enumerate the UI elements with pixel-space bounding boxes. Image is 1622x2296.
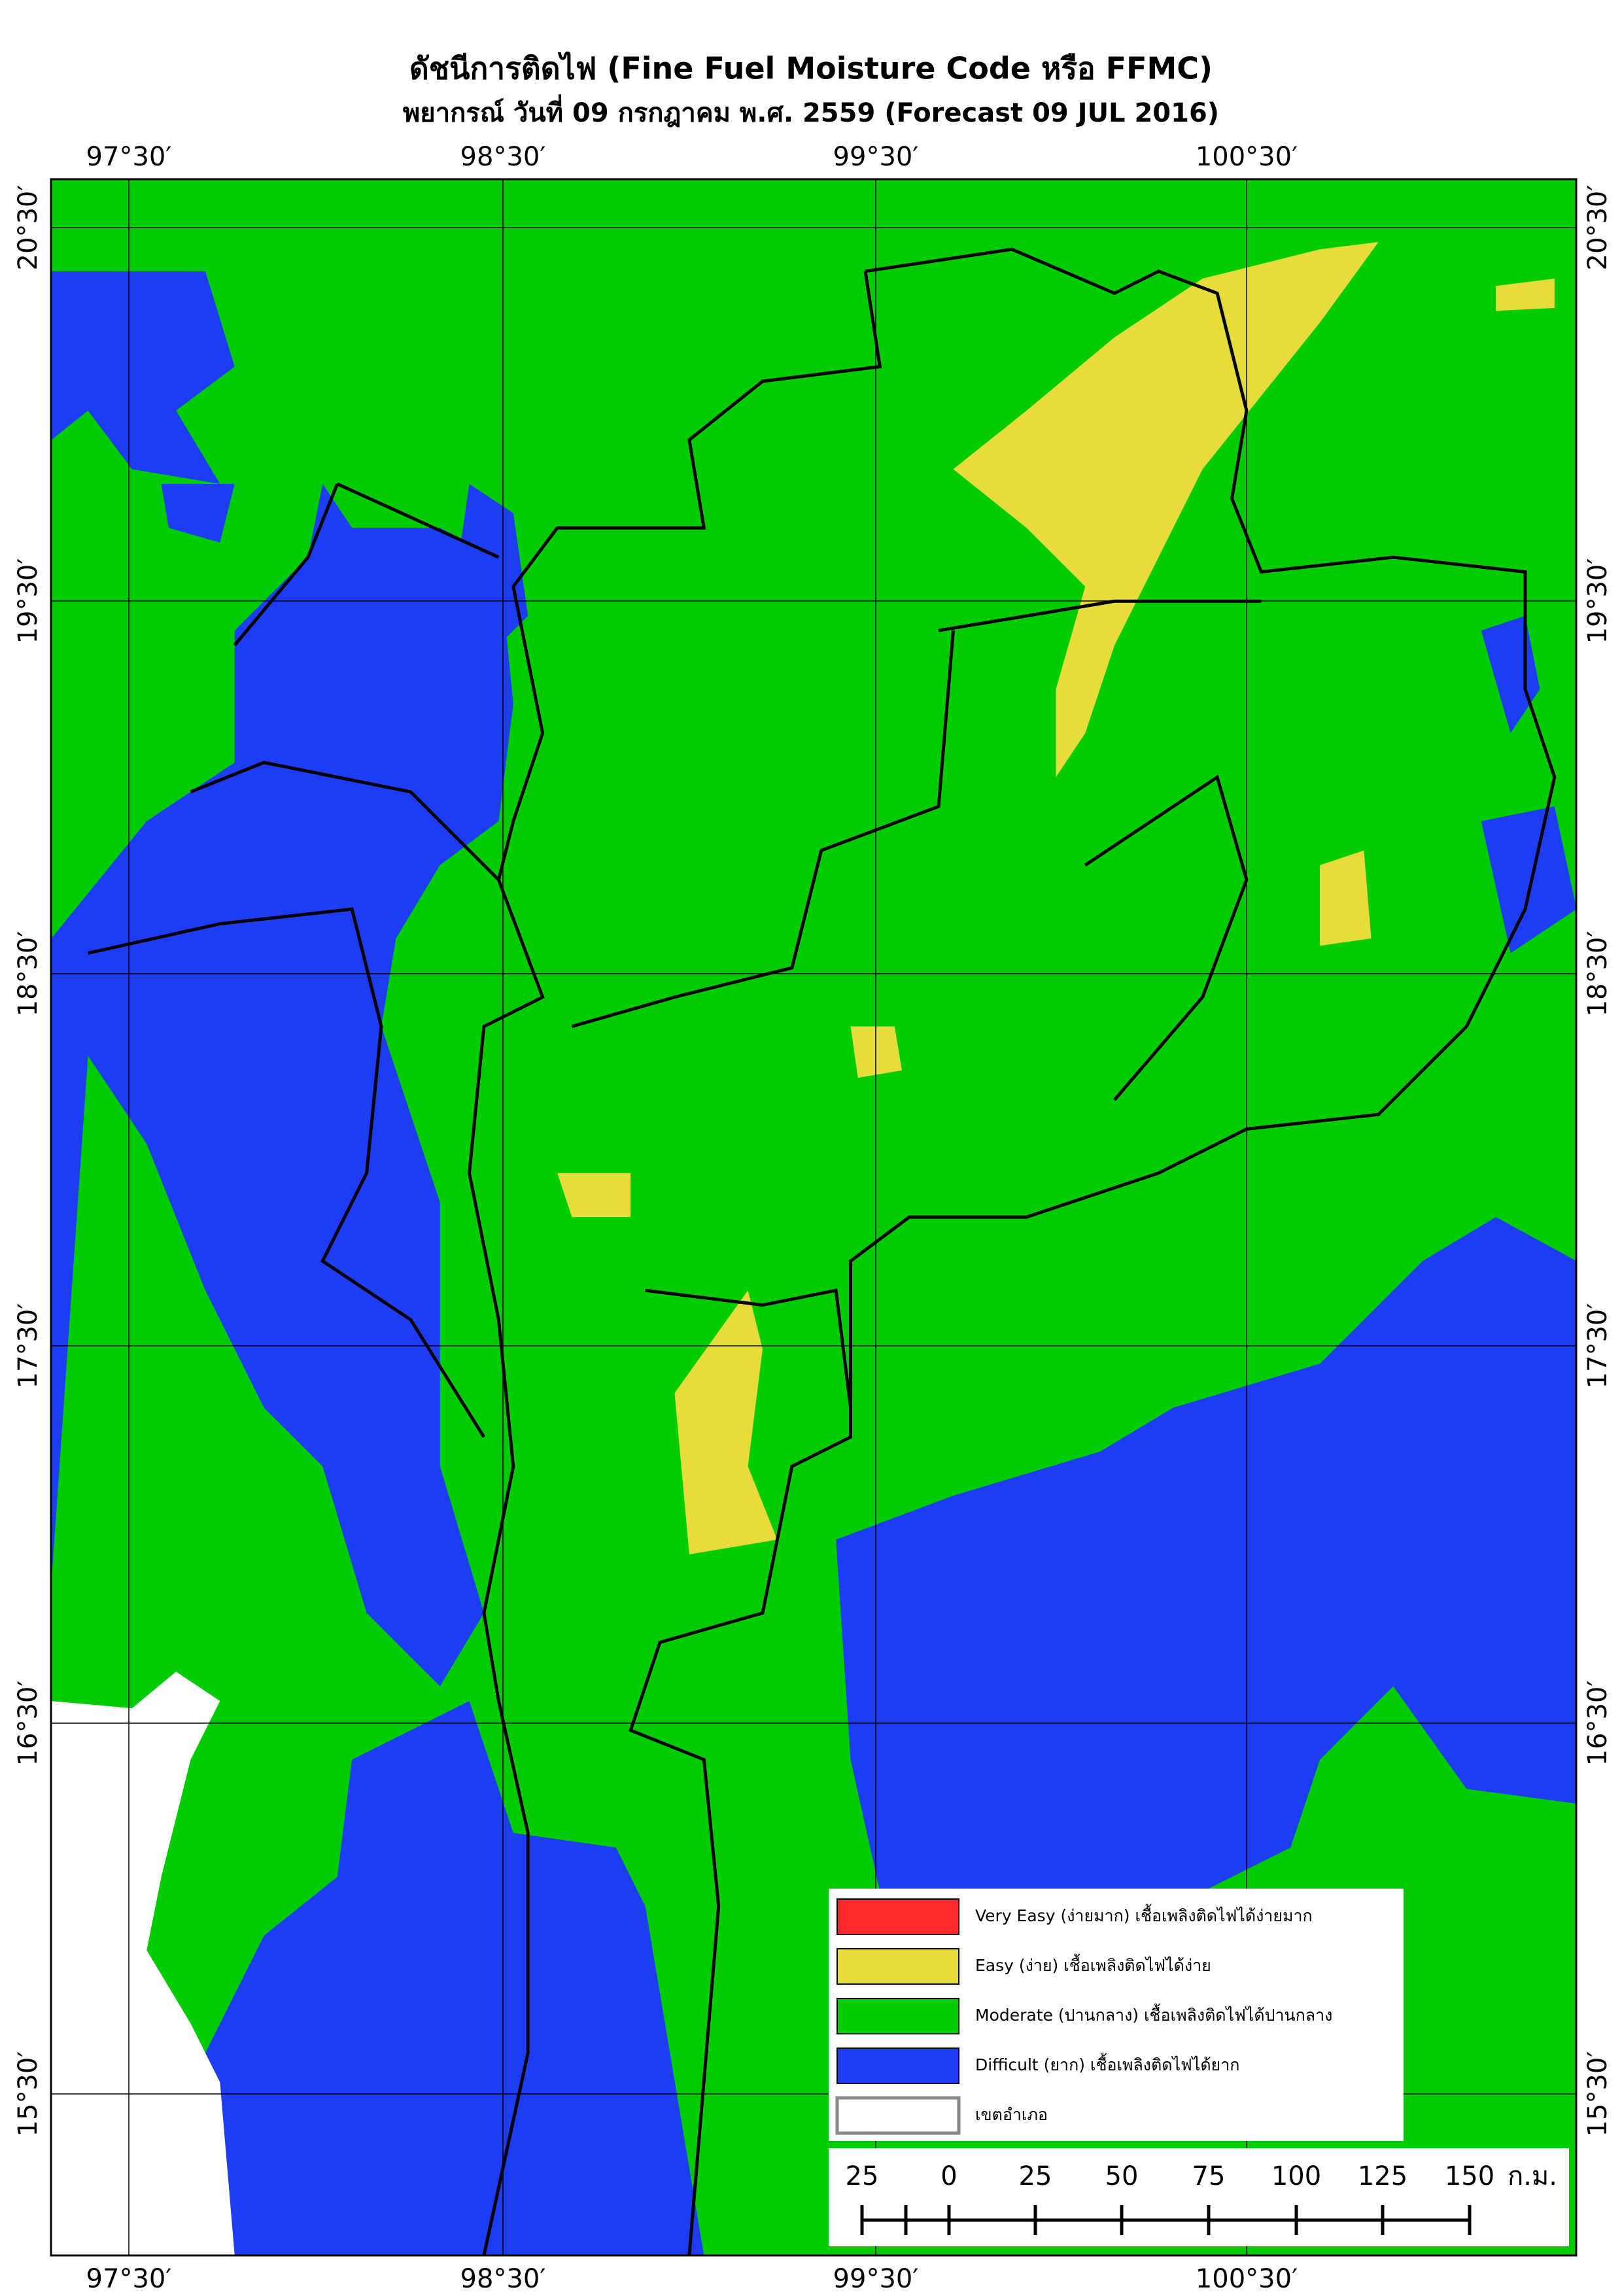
latitude-label: 17°30′ (1583, 1303, 1613, 1389)
latitude-label: 19°30′ (13, 558, 43, 644)
scale-bar-box (829, 2148, 1569, 2246)
longitude-label: 99°30′ (833, 142, 919, 172)
scale-label: 50 (1105, 2161, 1139, 2191)
legend: Very Easy (ง่ายมาก) เชื้อเพลิงติดไฟได้ง่… (835, 1898, 1332, 2135)
latitude-label: 20°30′ (1583, 185, 1613, 271)
latitude-label: 15°30′ (1583, 2051, 1613, 2137)
scale-label: 25 (1019, 2161, 1052, 2191)
easy-area (1496, 279, 1555, 311)
latitude-label: 17°30′ (13, 1303, 43, 1389)
latitude-label: 19°30′ (1583, 558, 1613, 644)
easy-area (953, 241, 1379, 778)
easy-area (557, 1173, 631, 1218)
longitude-label: 97°30′ (86, 142, 172, 172)
latitude-label: 18°30′ (13, 931, 43, 1017)
latitude-label: 18°30′ (1583, 931, 1613, 1017)
difficult-area (161, 483, 235, 543)
difficult-area (51, 271, 235, 484)
legend-label: Difficult (ยาก) เชื้อเพลิงติดไฟได้ยาก (975, 2053, 1239, 2074)
difficult-area (205, 1701, 704, 2255)
map-area (51, 179, 1576, 2255)
latitude-label: 15°30′ (13, 2051, 43, 2137)
sea-area (51, 1671, 235, 2255)
difficult-area (455, 483, 528, 660)
latitude-label: 16°30′ (1583, 1681, 1613, 1766)
longitude-label: 100°30′ (1196, 2264, 1298, 2293)
scale-label: 100 (1271, 2161, 1321, 2191)
scale-label: 150 (1445, 2161, 1494, 2191)
longitude-label: 99°30′ (833, 2264, 919, 2293)
easy-area (850, 1026, 903, 1078)
scale-label: 0 (940, 2161, 957, 2191)
latitude-label: 16°30′ (13, 1681, 43, 1766)
latitude-label: 20°30′ (13, 185, 43, 271)
legend-swatch (837, 2048, 959, 2084)
longitude-label: 97°30′ (86, 2264, 172, 2293)
longitude-label: 100°30′ (1196, 142, 1298, 172)
coordinate-labels: 97°30′ 97°30′ 98°30′ 98°30′ 99°30′ 99°30′ 100°… (13, 142, 1613, 2294)
map-subtitle: พยากรณ์ วันที่ 09 กรกฎาคม พ.ศ. 2559 (For… (403, 94, 1219, 128)
scale-label: 75 (1192, 2161, 1226, 2191)
legend-swatch (837, 1948, 959, 1985)
legend-swatch (835, 2096, 961, 2135)
fire-index-layer (51, 241, 1576, 2255)
map-title: ดัชนีการติดไฟ (Fine Fuel Moisture Code ห… (409, 51, 1213, 86)
longitude-label: 98°30′ (460, 2264, 546, 2293)
legend-swatch (837, 1898, 959, 1935)
easy-area (1320, 850, 1372, 946)
easy-area (674, 1290, 778, 1554)
legend-label: Easy (ง่าย) เชื้อเพลิงติดไฟได้ง่าย (975, 1953, 1211, 1975)
legend-swatch (837, 1998, 959, 2034)
scale-bar: 25 0 25 50 75 100 125 150 ก.ม. (846, 2161, 1557, 2235)
scale-unit: ก.ม. (1508, 2161, 1557, 2191)
difficult-area (1481, 806, 1576, 953)
scale-label: 25 (846, 2161, 879, 2191)
map-frame (50, 178, 1578, 2257)
legend-label: Very Easy (ง่ายมาก) เชื้อเพลิงติดไฟได้ง่… (975, 1904, 1313, 1925)
difficult-area (51, 483, 513, 1687)
scale-label: 125 (1358, 2161, 1407, 2191)
longitude-label: 98°30′ (460, 142, 546, 172)
legend-label: Moderate (ปานกลาง) เชื้อเพลิงติดไฟได้ปาน… (975, 2003, 1332, 2025)
legend-label: เขตอำเภอ (975, 2105, 1048, 2124)
